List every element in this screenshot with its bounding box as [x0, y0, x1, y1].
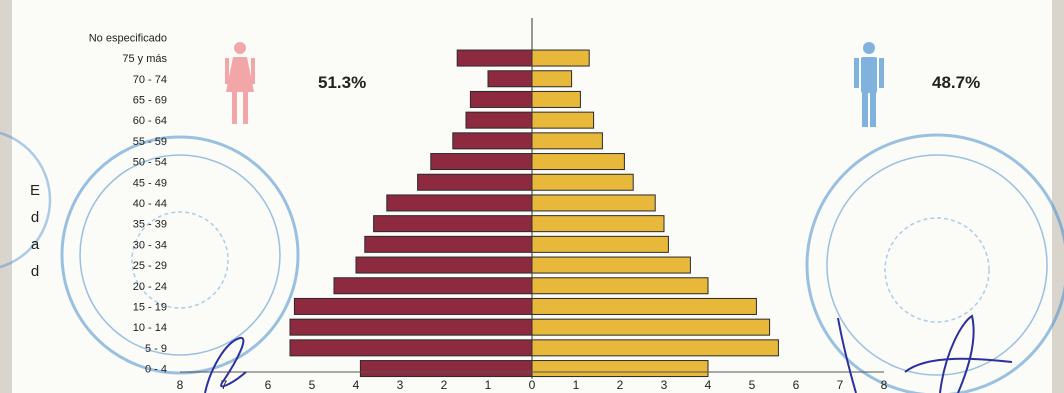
y-axis-label-letter: d [31, 209, 39, 226]
x-tick-label: 4 [353, 378, 360, 392]
bar-left [417, 173, 533, 191]
x-tick-label: 6 [793, 378, 800, 392]
bar-right [531, 339, 779, 357]
bar-left [386, 194, 533, 212]
category-label: 35 - 39 [133, 219, 167, 231]
category-label: 65 - 69 [133, 94, 167, 106]
category-label: No especificado [89, 32, 167, 44]
x-tick-label: 7 [221, 378, 228, 392]
bar-left [289, 339, 533, 357]
bar-left [452, 132, 533, 150]
signature-right [837, 314, 1013, 393]
x-tick-label: 4 [705, 378, 712, 392]
x-tick-label: 6 [265, 378, 272, 392]
bar-right [531, 173, 634, 191]
category-label: 0 - 4 [145, 364, 167, 376]
female-icon [225, 42, 255, 124]
category-label: 25 - 29 [133, 260, 167, 272]
category-label: 30 - 34 [133, 239, 167, 251]
bar-left [430, 153, 533, 171]
bar-left [293, 297, 533, 315]
bar-left [289, 318, 533, 336]
signature-left [204, 337, 247, 393]
bar-right [531, 111, 595, 129]
bar-left [456, 49, 533, 67]
category-label: 45 - 49 [133, 177, 167, 189]
bar-right [531, 318, 771, 336]
x-tick-label: 7 [837, 378, 844, 392]
bar-right [531, 90, 581, 108]
y-axis-label-letter: E [30, 182, 40, 199]
bar-left [355, 256, 533, 274]
bar-right [531, 132, 603, 150]
x-tick-label: 1 [573, 378, 580, 392]
x-tick-label: 8 [177, 378, 184, 392]
bar-right [531, 235, 669, 253]
category-label: 5 - 9 [145, 343, 167, 355]
y-axis-label-letter: a [31, 236, 40, 253]
bar-right [531, 153, 625, 171]
category-label: 75 y más [122, 53, 167, 65]
x-tick-labels: 8 7 6 5 4 3 2 1 0 1 2 3 4 5 6 7 8 [177, 378, 888, 392]
x-tick-label: 8 [881, 378, 888, 392]
seal-left [60, 135, 300, 375]
category-label: 40 - 44 [133, 198, 167, 210]
y-axis-label-letter: d [31, 263, 39, 280]
category-label: 10 - 14 [133, 322, 167, 334]
seal-left-partial [0, 131, 52, 269]
male-icon [854, 42, 884, 127]
seal-right [805, 133, 1064, 393]
category-label: 20 - 24 [133, 281, 167, 293]
x-tick-label: 5 [749, 378, 756, 392]
bars [180, 18, 884, 379]
x-tick-label: 3 [397, 378, 404, 392]
bar-right [531, 215, 665, 233]
bar-left [359, 360, 533, 378]
category-label: 15 - 19 [133, 301, 167, 313]
bar-right [531, 49, 590, 67]
bar-right [531, 360, 709, 378]
category-label: 50 - 54 [133, 157, 167, 169]
bar-right [531, 297, 757, 315]
women-percentage: 51.3% [318, 73, 366, 92]
x-tick-label: 5 [309, 378, 316, 392]
category-label: 60 - 64 [133, 115, 167, 127]
bar-right [531, 70, 573, 88]
x-tick-label: 2 [617, 378, 624, 392]
bar-left [364, 235, 533, 253]
bar-right [531, 256, 691, 274]
bar-left [469, 90, 533, 108]
category-labels: No especificado 75 y más 70 - 74 65 - 69 60 … [89, 32, 168, 375]
x-tick-label: 3 [661, 378, 668, 392]
bar-right [531, 277, 709, 295]
bar-left [373, 215, 533, 233]
x-tick-label: 0 [529, 378, 536, 392]
category-label: 55 - 59 [133, 136, 167, 148]
bar-left [333, 277, 533, 295]
bar-right [531, 194, 656, 212]
bar-left [487, 70, 533, 88]
x-tick-label: 2 [441, 378, 448, 392]
x-tick-label: 1 [485, 378, 492, 392]
men-percentage: 48.7% [932, 73, 980, 92]
category-label: 70 - 74 [133, 74, 167, 86]
bar-left [465, 111, 533, 129]
